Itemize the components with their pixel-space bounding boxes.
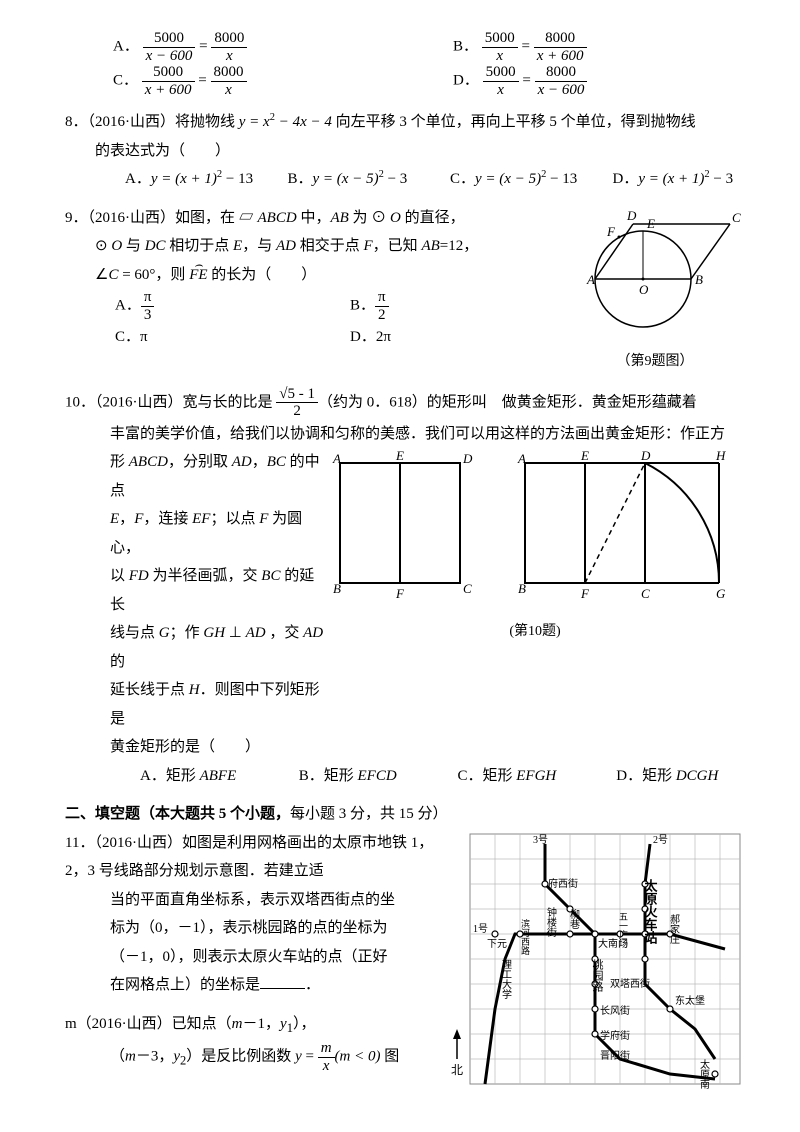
q8-num: 8． bbox=[65, 114, 88, 130]
q11-map: 3号 2号 1号 下元 理工大学 府西街 钟楼街 柳巷 滨河西路 大南门 五一广… bbox=[445, 829, 745, 1100]
q9-opt-a: A．π3 bbox=[95, 289, 330, 323]
svg-text:D: D bbox=[462, 451, 473, 466]
svg-text:晋阳街: 晋阳街 bbox=[600, 1049, 630, 1062]
svg-text:府西街: 府西街 bbox=[548, 877, 578, 890]
svg-text:F: F bbox=[606, 224, 616, 239]
q8-opt-a: A．y = (x + 1)2 − 13 bbox=[95, 165, 258, 194]
svg-text:长风街: 长风街 bbox=[600, 1004, 630, 1017]
q9-opt-d: D．2π bbox=[330, 323, 565, 352]
svg-text:桃园路: 桃园路 bbox=[591, 957, 604, 992]
section-2-header: 二、填空题（本大题共 5 个小题，每小题 3 分，共 15 分） bbox=[65, 800, 745, 829]
svg-text:D: D bbox=[626, 208, 637, 223]
svg-text:H: H bbox=[715, 448, 726, 463]
q11-q12-block: 11．（2016·山西）如图是利用网格画出的太原市地铁 1，2，3 号线路部分规… bbox=[65, 829, 745, 1100]
svg-text:理工大学: 理工大学 bbox=[500, 958, 512, 998]
svg-text:钟楼街: 钟楼街 bbox=[545, 905, 557, 937]
q11: 11．（2016·山西）如图是利用网格画出的太原市地铁 1，2，3 号线路部分规… bbox=[65, 829, 437, 1000]
svg-text:A: A bbox=[332, 451, 341, 466]
q10-opt-d: D．矩形 DCGH bbox=[586, 762, 745, 791]
q8-opt-b: B．y = (x − 5)2 − 3 bbox=[258, 165, 421, 194]
svg-text:F: F bbox=[395, 586, 405, 601]
svg-text:E: E bbox=[395, 448, 404, 463]
q8: 8．（2016·山西）将抛物线 y = x2 − 4x − 4 向左平移 3 个… bbox=[65, 108, 745, 194]
svg-text:下元: 下元 bbox=[487, 939, 507, 950]
q9: 9．（2016·山西）如图，在 ▱ ABCD 中，AB 为 ⊙ O 的直径， ⊙… bbox=[65, 204, 745, 376]
q7-opt-a: A． 5000x − 600 = 8000x bbox=[65, 30, 405, 64]
svg-text:双塔西街: 双塔西街 bbox=[610, 977, 650, 990]
q8-opt-c: C．y = (x − 5)2 − 13 bbox=[420, 165, 583, 194]
svg-text:B: B bbox=[518, 581, 526, 596]
svg-text:F: F bbox=[580, 586, 590, 601]
q10-figure: A B C D E F A B C D bbox=[325, 448, 745, 645]
svg-text:B: B bbox=[333, 581, 341, 596]
svg-text:B: B bbox=[695, 272, 703, 287]
q7-options: A． 5000x − 600 = 8000x B． 5000x = 8000x … bbox=[65, 30, 745, 98]
svg-text:2号: 2号 bbox=[653, 834, 668, 846]
svg-text:东太堡: 东太堡 bbox=[675, 994, 705, 1007]
svg-text:D: D bbox=[640, 448, 651, 463]
svg-text:C: C bbox=[463, 581, 472, 596]
svg-text:C: C bbox=[732, 210, 741, 225]
svg-text:G: G bbox=[716, 586, 726, 601]
svg-text:滨河西路: 滨河西路 bbox=[520, 918, 530, 956]
svg-text:太原南站: 太原南站 bbox=[698, 1057, 710, 1088]
q7-opt-d: D． 5000x = 8000x − 600 bbox=[405, 64, 745, 98]
svg-text:E: E bbox=[646, 216, 655, 231]
svg-text:北: 北 bbox=[451, 1063, 463, 1077]
q9-figure: A B C D E F O （第9题图） bbox=[565, 204, 745, 376]
q9-opt-c: C．π bbox=[95, 323, 330, 352]
svg-text:C: C bbox=[641, 586, 650, 601]
q10: 10．（2016·山西）宽与长的比是 √5 - 12（约为 0．618）的矩形叫… bbox=[65, 386, 745, 791]
q8-opt-d: D．y = (x + 1)2 − 3 bbox=[583, 165, 746, 194]
svg-text:O: O bbox=[639, 282, 649, 297]
svg-text:柳巷: 柳巷 bbox=[568, 907, 580, 928]
q7-opt-b: B． 5000x = 8000x + 600 bbox=[405, 30, 745, 64]
q10-opt-b: B．矩形 EFCD bbox=[269, 762, 428, 791]
q10-opt-a: A．矩形 ABFE bbox=[110, 762, 269, 791]
q12: m（2016·山西）已知点（m－1，y1）， （m－3，y2）是反比例函数 y … bbox=[65, 1010, 437, 1075]
svg-text:太原火车站: 太原火车站 bbox=[643, 878, 659, 945]
svg-text:E: E bbox=[580, 448, 589, 463]
q9-opt-b: B．π2 bbox=[330, 289, 565, 323]
svg-text:1号: 1号 bbox=[473, 923, 488, 935]
svg-text:A: A bbox=[517, 451, 526, 466]
svg-text:学府街: 学府街 bbox=[600, 1029, 630, 1042]
svg-text:郝家庄: 郝家庄 bbox=[668, 913, 680, 944]
svg-text:五一广场: 五一广场 bbox=[618, 912, 628, 949]
svg-text:A: A bbox=[586, 272, 595, 287]
q7-opt-c: C． 5000x + 600 = 8000x bbox=[65, 64, 405, 98]
svg-text:3号: 3号 bbox=[533, 834, 548, 846]
q10-opt-c: C．矩形 EFGH bbox=[428, 762, 587, 791]
